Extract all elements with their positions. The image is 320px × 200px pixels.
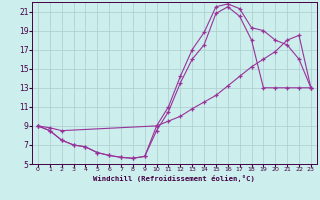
X-axis label: Windchill (Refroidissement éolien,°C): Windchill (Refroidissement éolien,°C) xyxy=(93,175,255,182)
